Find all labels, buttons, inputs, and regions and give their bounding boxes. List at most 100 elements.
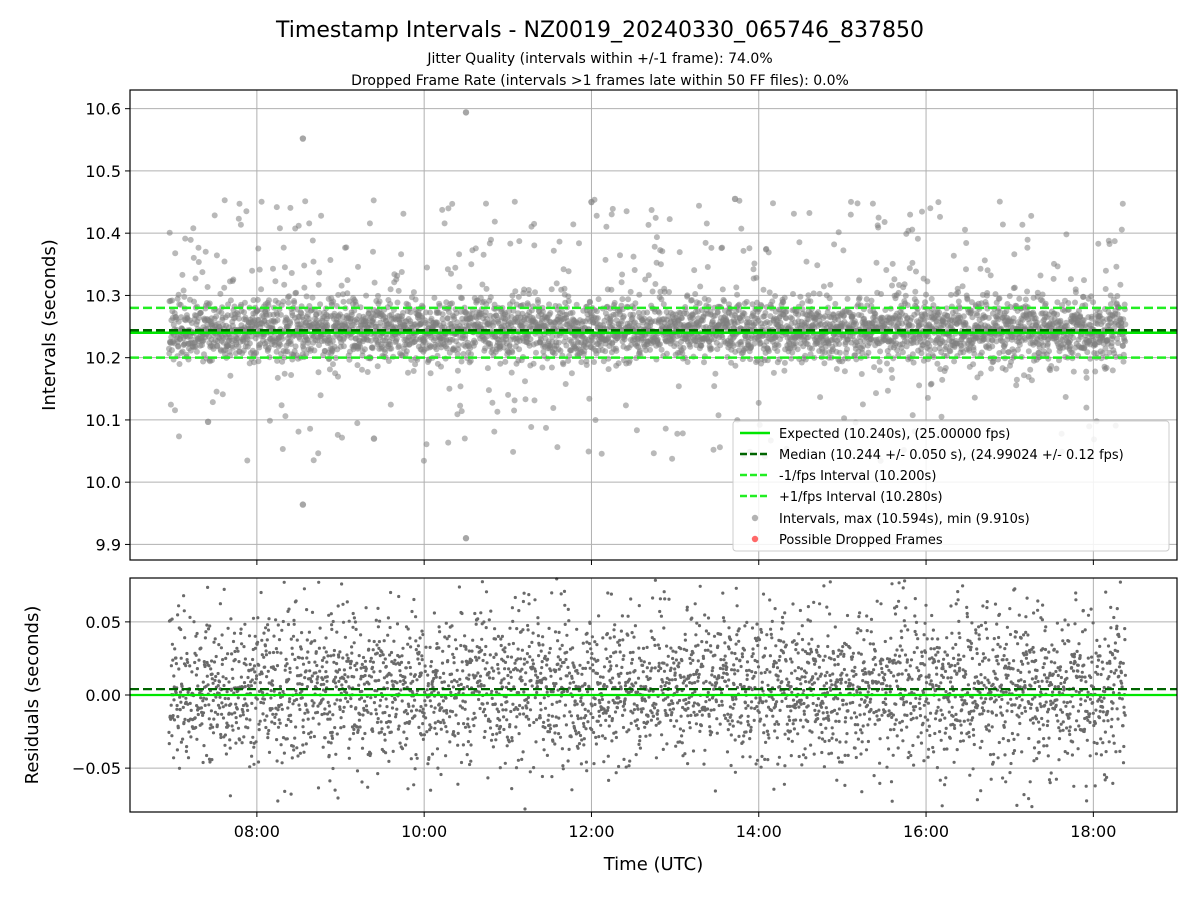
interval-point: [444, 315, 451, 322]
residual-point: [282, 580, 286, 584]
interval-point: [525, 302, 532, 309]
residual-point: [246, 708, 250, 713]
interval-point: [728, 359, 735, 366]
legend-expected-label: Expected (10.240s), (25.00000 fps): [779, 427, 1010, 442]
interval-point: [374, 363, 381, 370]
interval-point: [814, 262, 821, 269]
residual-point: [380, 650, 384, 654]
interval-point: [743, 298, 750, 305]
interval-point: [511, 397, 518, 404]
residual-point: [291, 744, 295, 748]
residual-point: [318, 669, 322, 673]
interval-point: [1072, 299, 1078, 306]
residual-point: [338, 707, 342, 712]
interval-point: [221, 258, 228, 265]
residual-point: [261, 712, 265, 716]
interval-point: [278, 402, 285, 409]
residual-point: [211, 698, 215, 703]
interval-point: [860, 343, 867, 349]
residual-point: [265, 714, 269, 718]
residual-point: [269, 696, 273, 700]
interval-point: [977, 370, 984, 377]
interval-point: [751, 260, 758, 267]
interval-point: [826, 295, 833, 302]
residual-point: [320, 658, 325, 663]
residual-point: [342, 725, 346, 729]
interval-point: [817, 394, 824, 401]
interval-point: [521, 286, 528, 293]
y-tick-label: 10.0: [85, 473, 121, 492]
residual-point: [245, 704, 249, 708]
residual-point: [214, 674, 218, 679]
interval-point: [494, 408, 501, 415]
residual-point: [264, 653, 268, 657]
interval-point: [456, 251, 463, 258]
interval-point: [960, 313, 967, 320]
residual-point: [353, 620, 357, 624]
residual-point: [327, 704, 331, 708]
residual-point: [292, 618, 296, 623]
residual-point: [200, 722, 204, 726]
residual-point: [324, 670, 328, 674]
interval-point: [952, 308, 959, 315]
interval-point: [859, 401, 866, 408]
interval-point: [344, 277, 351, 284]
residual-point: [337, 668, 341, 672]
interval-point: [348, 334, 355, 341]
residual-point: [171, 714, 175, 718]
residual-point: [348, 737, 352, 741]
interval-point: [449, 200, 456, 207]
interval-point: [1081, 277, 1087, 284]
residual-point: [324, 636, 328, 640]
interval-point: [505, 391, 512, 398]
residual-point: [305, 638, 309, 642]
residual-point: [205, 674, 209, 678]
residual-point: [216, 671, 220, 676]
residual-point: [260, 672, 264, 676]
residual-point: [177, 667, 181, 671]
interval-point: [833, 366, 840, 372]
interval-point: [869, 200, 876, 207]
interval-point: [420, 457, 427, 464]
interval-point: [553, 280, 560, 287]
residual-point: [266, 669, 270, 673]
interval-point: [526, 291, 533, 297]
residual-point: [354, 706, 358, 710]
residual-point: [349, 659, 353, 664]
residual-point: [396, 727, 400, 731]
interval-point: [1000, 348, 1007, 355]
residual-point: [178, 690, 183, 694]
residual-point: [233, 649, 237, 654]
residual-point: [187, 730, 191, 734]
interval-point: [330, 361, 336, 368]
interval-point: [789, 349, 796, 356]
interval-point: [195, 244, 202, 251]
interval-point: [955, 298, 962, 305]
interval-point: [266, 297, 272, 304]
residual-point: [335, 698, 339, 702]
interval-point: [466, 321, 473, 328]
interval-point: [246, 340, 253, 347]
residual-point: [360, 689, 364, 694]
interval-point: [585, 448, 592, 455]
interval-point: [753, 274, 760, 281]
interval-point: [182, 235, 189, 242]
residual-point: [285, 737, 289, 741]
residual-point: [364, 704, 369, 708]
interval-point: [909, 323, 915, 329]
interval-point: [527, 336, 534, 343]
chart-subtitle-dropped: Dropped Frame Rate (intervals >1 frames …: [351, 73, 849, 89]
residual-point: [298, 751, 302, 755]
residual-point: [224, 656, 228, 661]
interval-point: [307, 425, 314, 432]
residual-point: [192, 620, 196, 624]
residual-point: [184, 696, 188, 700]
residual-point: [346, 659, 351, 663]
residual-point: [363, 731, 367, 736]
interval-point: [962, 321, 969, 327]
residual-point: [251, 616, 256, 620]
residual-point: [388, 720, 392, 724]
interval-point: [889, 260, 896, 267]
residual-point: [391, 684, 395, 689]
residual-point: [349, 697, 353, 701]
